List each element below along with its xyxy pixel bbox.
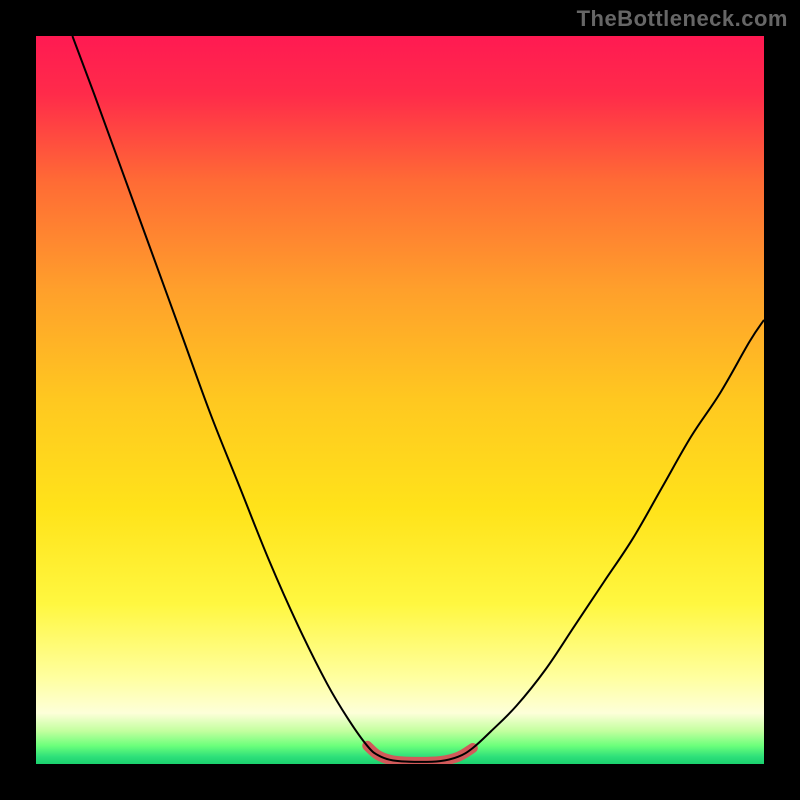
chart-container: TheBottleneck.com (0, 0, 800, 800)
watermark: TheBottleneck.com (577, 6, 788, 32)
plot-background (36, 36, 764, 764)
bottleneck-chart (0, 0, 800, 800)
